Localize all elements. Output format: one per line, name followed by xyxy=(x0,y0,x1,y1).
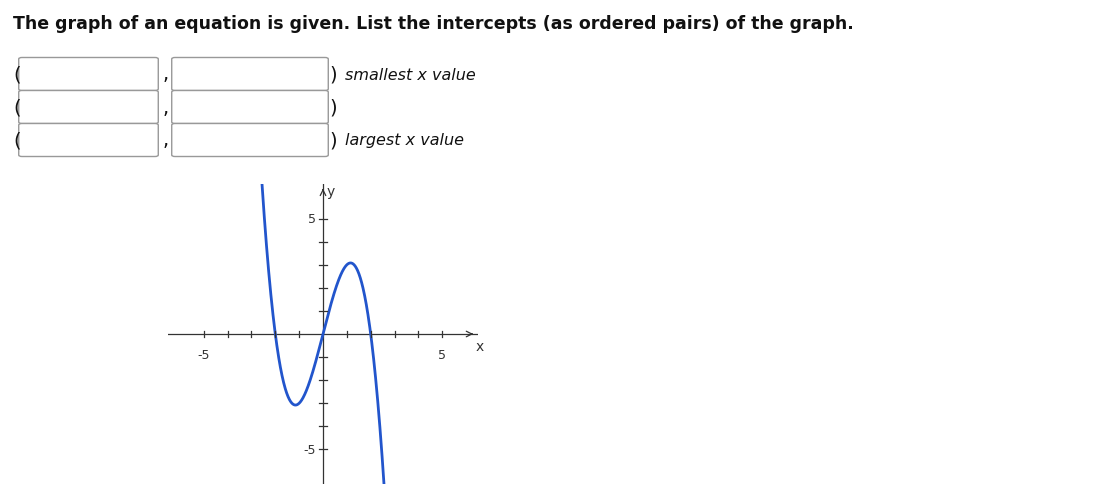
Text: smallest x value: smallest x value xyxy=(345,67,476,82)
FancyBboxPatch shape xyxy=(172,124,328,157)
FancyBboxPatch shape xyxy=(172,59,328,91)
Text: (: ( xyxy=(13,65,21,84)
Text: The graph of an equation is given. List the intercepts (as ordered pairs) of the: The graph of an equation is given. List … xyxy=(13,15,854,33)
FancyBboxPatch shape xyxy=(19,59,159,91)
Text: ): ) xyxy=(329,131,337,150)
FancyBboxPatch shape xyxy=(172,91,328,124)
Text: 5: 5 xyxy=(307,213,316,225)
Text: ): ) xyxy=(329,98,337,117)
Text: ,: , xyxy=(163,98,170,117)
Text: x: x xyxy=(476,339,484,353)
FancyBboxPatch shape xyxy=(19,124,159,157)
FancyBboxPatch shape xyxy=(19,91,159,124)
Text: (: ( xyxy=(13,98,21,117)
Text: ,: , xyxy=(163,131,170,150)
Text: largest x value: largest x value xyxy=(345,133,464,148)
Text: (: ( xyxy=(13,131,21,150)
Text: ,: , xyxy=(163,65,170,84)
Text: -5: -5 xyxy=(303,443,316,456)
Text: ): ) xyxy=(329,65,337,84)
Text: -5: -5 xyxy=(198,348,210,361)
Text: y: y xyxy=(327,184,335,198)
Text: 5: 5 xyxy=(439,348,446,361)
